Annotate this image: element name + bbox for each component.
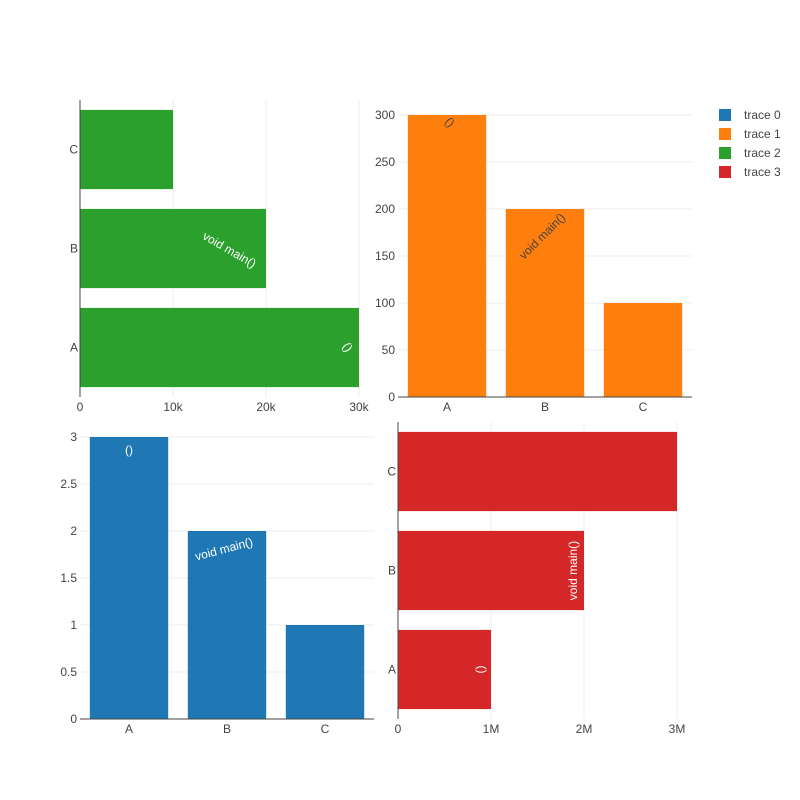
y-tick-label: C bbox=[387, 465, 396, 479]
y-tick-label: 150 bbox=[375, 249, 395, 263]
subplot-bottom-right: 0 1M 2M 3M A () B void main() C bbox=[387, 422, 685, 736]
x-tick-label: 20k bbox=[256, 400, 276, 414]
legend-item-label: trace 3 bbox=[744, 165, 781, 179]
x-tick-label: 0 bbox=[77, 400, 84, 414]
y-tick-label: 1 bbox=[70, 618, 77, 632]
y-tick-label: 1.5 bbox=[60, 571, 77, 585]
x-tick-label: 2M bbox=[576, 722, 593, 736]
bar-b bbox=[505, 209, 585, 397]
legend-swatch bbox=[719, 147, 731, 159]
y-tick-label: A bbox=[70, 341, 78, 355]
x-tick-label: A bbox=[443, 400, 451, 414]
y-tick-label: 200 bbox=[375, 202, 395, 216]
bar-text-label: () bbox=[473, 666, 487, 674]
legend-item-label: trace 1 bbox=[744, 127, 781, 141]
legend-swatch bbox=[719, 128, 731, 140]
bar-a bbox=[407, 115, 487, 397]
y-tick-label: B bbox=[388, 564, 396, 578]
y-tick-label: 300 bbox=[375, 108, 395, 122]
x-tick-label: B bbox=[223, 722, 231, 736]
y-tick-label: 0 bbox=[70, 712, 77, 726]
y-tick-label: 0.5 bbox=[60, 665, 77, 679]
x-tick-label: C bbox=[639, 400, 648, 414]
y-tick-label: 50 bbox=[382, 343, 396, 357]
bar-b bbox=[80, 208, 266, 289]
bar-b bbox=[187, 531, 267, 719]
y-tick-label: 3 bbox=[70, 430, 77, 444]
bar-a bbox=[89, 437, 169, 719]
bar-text-label: void main() bbox=[566, 541, 580, 600]
y-tick-label: 0 bbox=[388, 390, 395, 404]
y-tick-label: C bbox=[69, 143, 78, 157]
y-tick-label: A bbox=[388, 663, 396, 677]
x-tick-label: 30k bbox=[349, 400, 369, 414]
bar-a bbox=[398, 629, 491, 710]
x-tick-label: 10k bbox=[163, 400, 183, 414]
y-tick-label: 100 bbox=[375, 296, 395, 310]
legend-item-label: trace 0 bbox=[744, 108, 781, 122]
bar-a bbox=[80, 307, 359, 388]
bar-c bbox=[285, 625, 365, 719]
y-tick-label: B bbox=[70, 242, 78, 256]
legend-swatch bbox=[719, 109, 731, 121]
x-tick-label: C bbox=[321, 722, 330, 736]
bar-c bbox=[398, 431, 677, 512]
legend-swatch bbox=[719, 166, 731, 178]
legend: trace 0 trace 1 trace 2 trace 3 bbox=[719, 108, 781, 179]
bar-b bbox=[398, 530, 584, 611]
y-tick-label: 2.5 bbox=[60, 477, 77, 491]
x-tick-label: B bbox=[541, 400, 549, 414]
bar-c bbox=[80, 109, 173, 190]
x-tick-label: 3M bbox=[669, 722, 686, 736]
bar-c bbox=[603, 303, 683, 397]
legend-item-label: trace 2 bbox=[744, 146, 781, 160]
bar-text-label: () bbox=[125, 443, 133, 457]
x-tick-label: 0 bbox=[395, 722, 402, 736]
x-tick-label: 1M bbox=[483, 722, 500, 736]
x-tick-label: A bbox=[125, 722, 133, 736]
y-tick-label: 2 bbox=[70, 524, 77, 538]
y-tick-label: 250 bbox=[375, 155, 395, 169]
